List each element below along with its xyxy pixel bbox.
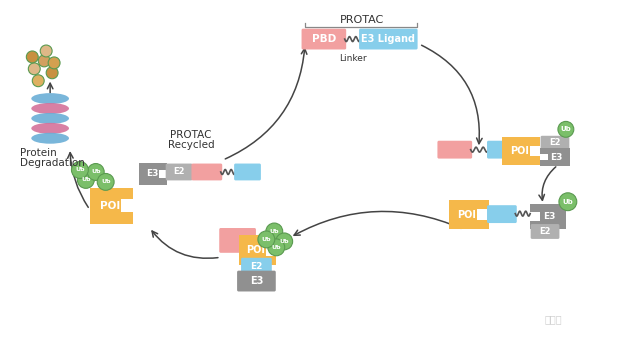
Text: Ub: Ub	[101, 179, 110, 185]
Text: POI: POI	[246, 245, 265, 255]
Circle shape	[97, 173, 114, 190]
Polygon shape	[239, 236, 276, 265]
Circle shape	[72, 162, 88, 178]
Polygon shape	[90, 188, 133, 223]
Text: Linker: Linker	[339, 54, 366, 63]
Text: Ub: Ub	[563, 199, 573, 205]
FancyBboxPatch shape	[219, 228, 256, 253]
Text: PBD: PBD	[312, 34, 336, 44]
FancyBboxPatch shape	[166, 164, 193, 180]
Text: Ub: Ub	[560, 126, 571, 132]
Circle shape	[28, 63, 40, 75]
FancyBboxPatch shape	[487, 141, 518, 159]
Polygon shape	[502, 137, 540, 165]
Circle shape	[276, 233, 292, 250]
Polygon shape	[139, 163, 167, 185]
FancyBboxPatch shape	[487, 205, 517, 223]
Text: POI: POI	[510, 146, 529, 156]
Circle shape	[46, 67, 58, 79]
FancyBboxPatch shape	[302, 29, 346, 49]
Text: Ub: Ub	[75, 168, 85, 172]
Text: Ub: Ub	[91, 169, 101, 174]
Text: E2: E2	[173, 167, 185, 176]
Polygon shape	[540, 148, 570, 166]
Circle shape	[48, 57, 60, 69]
Text: 凡献合: 凡献合	[544, 314, 562, 324]
Ellipse shape	[31, 113, 69, 124]
Text: Ub: Ub	[271, 245, 281, 250]
Circle shape	[32, 75, 44, 87]
Ellipse shape	[31, 93, 69, 104]
Circle shape	[558, 121, 574, 137]
Text: E2: E2	[549, 138, 561, 147]
Text: Recycled: Recycled	[168, 140, 214, 150]
Circle shape	[559, 193, 577, 211]
Ellipse shape	[31, 123, 69, 134]
Circle shape	[268, 239, 284, 256]
FancyBboxPatch shape	[437, 141, 472, 159]
Circle shape	[27, 51, 38, 63]
FancyBboxPatch shape	[191, 164, 222, 180]
Text: E3: E3	[146, 169, 159, 178]
Circle shape	[266, 223, 283, 240]
Ellipse shape	[31, 133, 69, 144]
Text: Degradation: Degradation	[20, 158, 85, 168]
FancyBboxPatch shape	[359, 29, 418, 49]
Text: Ub: Ub	[270, 229, 279, 234]
FancyBboxPatch shape	[241, 258, 272, 274]
Text: POI: POI	[100, 201, 120, 211]
Circle shape	[77, 171, 94, 188]
Text: E3 Ligand: E3 Ligand	[362, 34, 415, 44]
Text: POI: POI	[458, 210, 476, 220]
Text: E2: E2	[251, 262, 263, 271]
FancyBboxPatch shape	[531, 224, 560, 239]
Text: Ub: Ub	[81, 177, 91, 183]
Circle shape	[38, 55, 50, 67]
Circle shape	[40, 45, 52, 57]
Polygon shape	[530, 204, 566, 230]
Text: E3: E3	[544, 212, 556, 221]
Circle shape	[258, 231, 275, 248]
Text: E3: E3	[550, 152, 562, 162]
FancyBboxPatch shape	[237, 271, 276, 291]
Text: Ub: Ub	[262, 237, 271, 242]
Polygon shape	[449, 200, 489, 230]
Text: E2: E2	[539, 227, 551, 236]
Text: Ub: Ub	[280, 239, 289, 244]
Circle shape	[88, 164, 104, 180]
Ellipse shape	[31, 103, 69, 114]
Text: E3: E3	[250, 276, 263, 286]
FancyBboxPatch shape	[540, 136, 569, 150]
FancyBboxPatch shape	[234, 164, 261, 180]
Text: PROTAC: PROTAC	[170, 130, 212, 140]
Text: PROTAC: PROTAC	[339, 15, 384, 25]
Text: Protein: Protein	[20, 148, 57, 158]
